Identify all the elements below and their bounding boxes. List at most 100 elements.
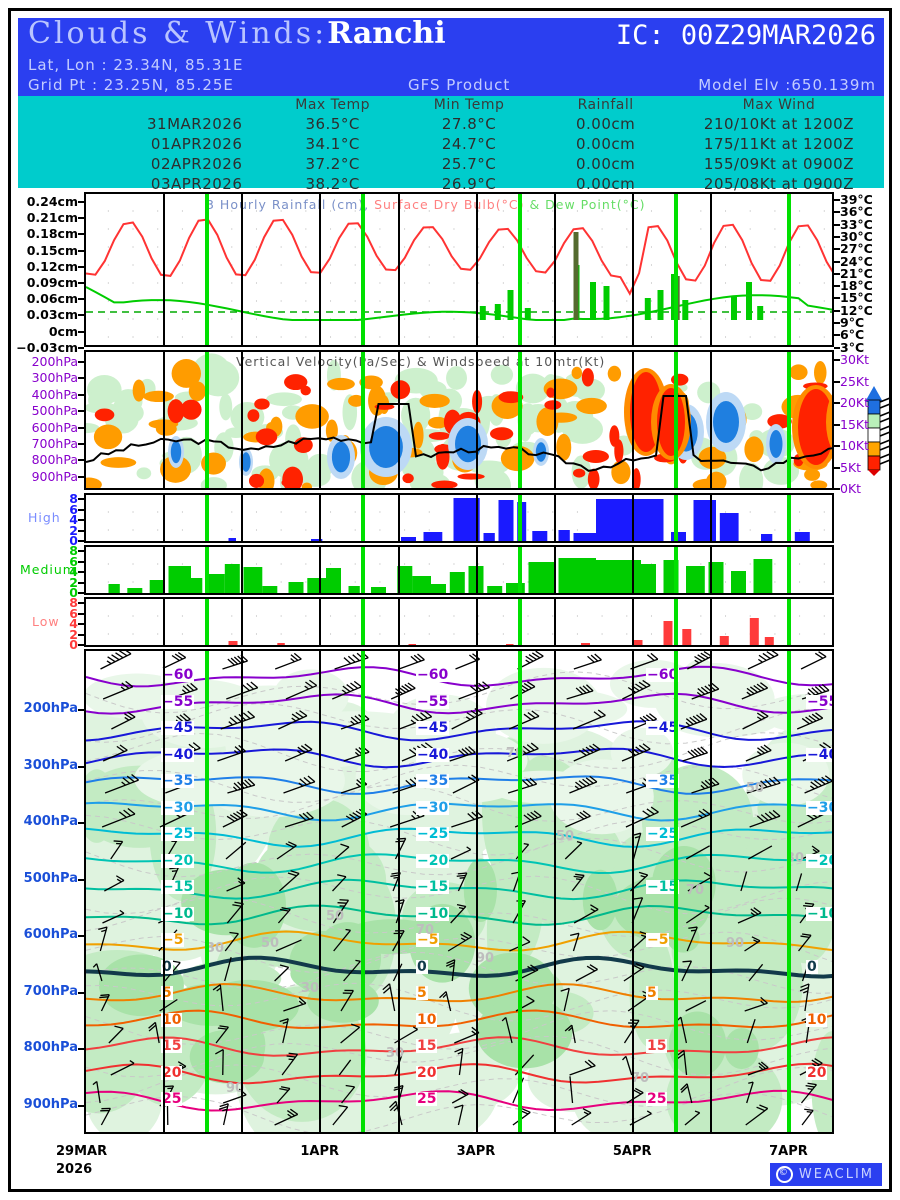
temperature-contour-label: −15: [161, 879, 195, 895]
vv-blob: [490, 364, 514, 385]
highlight-line: [361, 352, 366, 488]
table-row: 01APR2026 34.1°C 24.7°C 0.00cm 175/11Kt at 1…: [18, 134, 884, 154]
temperature-contour-label: −30: [416, 799, 450, 816]
barb-flag: [879, 459, 891, 465]
wind-barb: [569, 1076, 574, 1104]
wind-barb: [748, 845, 773, 860]
table-row: 31MAR2026 36.5°C 27.8°C 0.00cm 210/10Kt at 1…: [18, 114, 884, 134]
cloud-bar: [243, 567, 263, 593]
wind-barb: [398, 653, 425, 670]
vv-blob: [255, 428, 278, 446]
wind-barb: [283, 996, 307, 1012]
vv-blob: [180, 399, 202, 420]
highlight-line: [517, 599, 522, 645]
cloud-bar: [224, 564, 240, 593]
highlight-line: [361, 599, 366, 645]
wind-barb: [796, 712, 824, 730]
cell-rainfall: 0.00cm: [575, 155, 636, 173]
vv-blob: [631, 468, 641, 488]
cloud-tick-2: 4: [69, 512, 78, 528]
vv-blob: [739, 462, 764, 488]
highlight-line: [787, 194, 792, 345]
rainfall-bar: [644, 298, 651, 320]
temperature-contour-label: 10: [806, 1011, 828, 1028]
cell-date: 01APR2026: [150, 135, 243, 153]
cloud-bar: [731, 571, 746, 593]
vv-blob: [136, 467, 152, 480]
upper-air-contours: [86, 651, 832, 1132]
vv-blob: [301, 482, 313, 488]
wind-barb: [278, 870, 300, 892]
wind-barb: [218, 1103, 229, 1126]
wind-barb: [507, 777, 538, 794]
day-separator-line: [553, 651, 556, 1132]
vv-blob: [93, 424, 123, 450]
highlight-line: [517, 547, 522, 593]
cloud-tick-2: 4: [69, 564, 78, 580]
temp-axis-label-3: 30°C: [840, 228, 873, 244]
wind-barb: [622, 1055, 633, 1076]
temperature-contour-label: −25: [646, 826, 680, 842]
wind-barb: [340, 989, 354, 1012]
cloud-bar: [228, 538, 236, 541]
cell-max-temp: 38.2°C: [305, 175, 360, 193]
wind-barb: [742, 710, 769, 730]
highlight-line: [787, 352, 792, 488]
rain-axis-label-8: 0cm: [48, 323, 78, 339]
cloud-tick-1: 6: [69, 501, 78, 517]
vv-blob: [545, 412, 578, 423]
axis-tick: [78, 935, 84, 937]
wind-barb: [747, 1061, 769, 1076]
axis-tick: [78, 991, 84, 994]
wind-barb: [800, 651, 827, 670]
wind-barb: [284, 811, 314, 828]
cell-max-temp: 34.1°C: [305, 135, 360, 153]
title-rainfall: 3 Hourly Rainfall (cm),: [206, 197, 370, 212]
barb-flag: [879, 411, 891, 417]
highlight-line: [787, 651, 792, 1132]
axis-tick: [78, 475, 84, 478]
wind-barb: [686, 926, 698, 952]
vv-blob: [86, 477, 102, 488]
rain-temp-title: 3 Hourly Rainfall (cm), Surface Dry Bulb…: [206, 197, 645, 212]
axis-tick: [78, 498, 84, 500]
cloud-bar: [288, 582, 304, 593]
cloud-bar: [498, 500, 514, 541]
day-separator-line: [475, 599, 478, 645]
temp-axis-label-5: 24°C: [840, 253, 873, 269]
temp-axis-label-10: 9°C: [840, 315, 865, 330]
cell-max-temp: 37.2°C: [305, 155, 360, 173]
cell-date: 03APR2026: [150, 175, 243, 193]
day-separator-line: [319, 651, 322, 1132]
vv-blob: [241, 452, 251, 472]
cloud-bar: [453, 498, 480, 541]
vv-blob: [266, 392, 302, 407]
wind-barb: [332, 874, 347, 892]
day-separator-line: [710, 547, 712, 593]
temperature-contour-label: −5: [161, 932, 185, 948]
highlight-line: [787, 599, 792, 645]
temperature-contour-label: −15: [646, 879, 680, 895]
cloud-bar: [449, 572, 465, 593]
vv-blob: [219, 393, 233, 421]
day-separator-line: [163, 352, 166, 488]
axis-tick: [834, 260, 840, 263]
wind-barb: [108, 1025, 124, 1044]
cloud-bar: [431, 584, 446, 593]
vv-pressure-label-4: 600hPa: [31, 419, 78, 435]
main-pressure-label-7: 900hPa: [23, 1096, 78, 1112]
temperature-contour-label: −15: [416, 879, 450, 895]
vv-pressure-label-1: 300hPa: [31, 370, 78, 386]
temp-axis-label-9: 12°C: [840, 302, 873, 318]
vv-blob: [247, 409, 260, 422]
cloud-bar: [761, 534, 773, 541]
wind-barb: [740, 871, 748, 892]
temperature-contour-label: −55: [161, 693, 195, 710]
vv-blob: [798, 389, 832, 465]
trace: [86, 286, 832, 321]
wind-barb: [215, 1048, 224, 1076]
highlight-line: [673, 194, 678, 345]
vv-blob: [402, 473, 414, 484]
